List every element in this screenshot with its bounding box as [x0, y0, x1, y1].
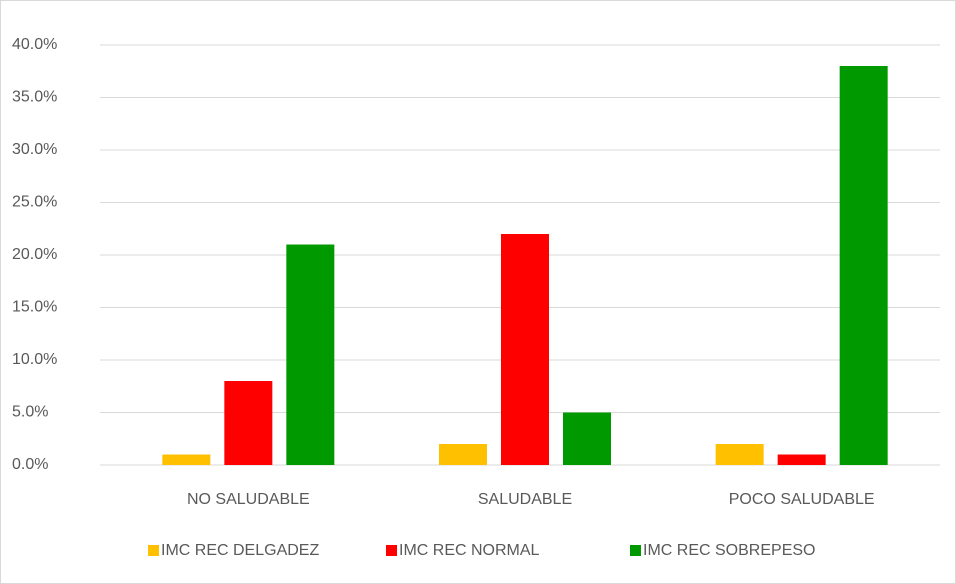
legend-label: IMC REC NORMAL — [399, 542, 540, 559]
legend-swatch — [386, 545, 397, 556]
bar — [286, 245, 334, 466]
y-tick-label: 5.0% — [12, 404, 48, 421]
y-tick-label: 15.0% — [12, 299, 57, 316]
y-tick-label: 20.0% — [12, 246, 57, 263]
bar — [778, 455, 826, 466]
legend-swatch — [148, 545, 159, 556]
y-tick-label: 25.0% — [12, 194, 57, 211]
legend-swatch — [630, 545, 641, 556]
bar — [840, 66, 888, 465]
x-tick-label: POCO SALUDABLE — [729, 491, 875, 508]
x-tick-label: SALUDABLE — [478, 491, 572, 508]
y-tick-label: 35.0% — [12, 89, 57, 106]
y-tick-label: 40.0% — [12, 36, 57, 53]
bar — [716, 444, 764, 465]
bar — [439, 444, 487, 465]
bar — [563, 413, 611, 466]
bar — [501, 234, 549, 465]
y-tick-label: 10.0% — [12, 351, 57, 368]
bar — [224, 381, 272, 465]
bar — [162, 455, 210, 466]
legend-label: IMC REC SOBREPESO — [643, 542, 815, 559]
y-tick-label: 30.0% — [12, 141, 57, 158]
x-tick-label: NO SALUDABLE — [187, 491, 310, 508]
y-tick-label: 0.0% — [12, 456, 48, 473]
chart: 0.0% 5.0% 10.0% 15.0% 20.0% 25.0% 30.0% 35.0% 40… — [0, 0, 956, 584]
legend-label: IMC REC DELGADEZ — [161, 542, 319, 559]
